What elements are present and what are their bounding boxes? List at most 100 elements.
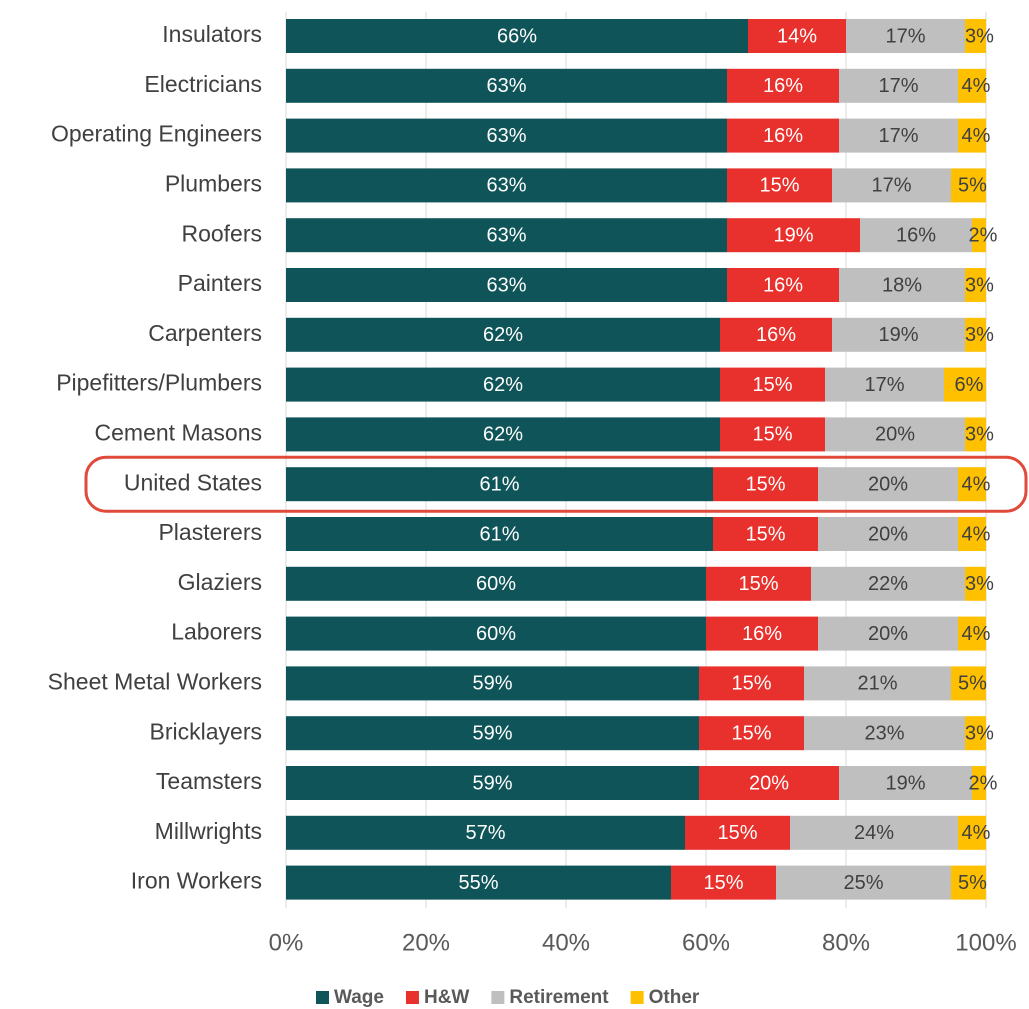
data-label: 61% — [479, 523, 519, 545]
data-label: 4% — [962, 623, 991, 645]
data-label: 63% — [486, 274, 526, 296]
bar-segment — [286, 467, 713, 502]
data-label: 18% — [882, 274, 922, 296]
data-label: 62% — [483, 424, 523, 446]
data-label: 3% — [965, 274, 994, 296]
data-label: 25% — [843, 872, 883, 894]
data-label: 5% — [958, 673, 987, 695]
data-label: 23% — [864, 722, 904, 744]
data-label: 15% — [738, 573, 778, 595]
bar-segment — [286, 616, 706, 651]
legend-label: Wage — [334, 987, 384, 1008]
bar-segment — [727, 68, 839, 103]
data-label: 17% — [885, 25, 925, 47]
data-label: 19% — [885, 772, 925, 794]
data-label: 20% — [868, 523, 908, 545]
bar-segment — [818, 616, 958, 651]
bar-segment — [860, 218, 972, 253]
bar-segment — [713, 467, 818, 502]
bar-segment — [972, 766, 986, 800]
data-label: 22% — [868, 573, 908, 595]
bar-segment — [965, 417, 986, 452]
bar-segment — [965, 716, 986, 751]
data-label: 15% — [703, 872, 743, 894]
bar-segment — [958, 68, 986, 103]
data-label: 57% — [465, 822, 505, 844]
bar-segment — [286, 716, 699, 751]
data-label: 17% — [878, 125, 918, 147]
bar-segment — [965, 566, 986, 601]
y-tick-label: Teamsters — [156, 768, 262, 794]
bar-segment — [958, 467, 986, 502]
bar-segment — [699, 666, 804, 701]
bar-segment — [825, 367, 944, 402]
legend-label: Retirement — [509, 987, 609, 1008]
data-label: 4% — [962, 75, 991, 97]
data-label: 16% — [742, 623, 782, 645]
x-tick-label: 80% — [822, 929, 870, 956]
bar-segment — [286, 766, 699, 800]
data-label: 5% — [958, 872, 987, 894]
data-label: 19% — [773, 224, 813, 246]
bar-segment — [699, 716, 804, 751]
bar-segment — [958, 815, 986, 850]
data-label: 20% — [875, 424, 915, 446]
bar-segment — [727, 168, 832, 203]
x-tick-label: 20% — [402, 929, 450, 956]
y-tick-label: Iron Workers — [131, 868, 262, 894]
bar-segment — [818, 517, 958, 551]
data-label: 15% — [745, 523, 785, 545]
y-tick-label: Insulators — [162, 21, 262, 47]
legend-swatch — [405, 991, 419, 1004]
y-tick-label: Glaziers — [178, 569, 262, 595]
legend-swatch — [630, 991, 644, 1004]
data-label: 2% — [969, 224, 998, 246]
bar-segment — [839, 766, 972, 800]
bar-segment — [286, 815, 685, 850]
bar-segment — [286, 417, 720, 452]
bar-segment — [811, 566, 965, 601]
data-label: 55% — [458, 872, 498, 894]
y-tick-label: Plumbers — [165, 170, 262, 196]
data-label: 15% — [745, 473, 785, 495]
bar-segment — [846, 19, 965, 53]
data-label: 16% — [763, 125, 803, 147]
bar-segment — [965, 317, 986, 352]
data-label: 24% — [854, 822, 894, 844]
bar-segment — [776, 865, 951, 900]
bar-segment — [958, 118, 986, 153]
bar-segment — [727, 218, 860, 253]
y-tick-label: United States — [124, 469, 262, 495]
bar-segment — [944, 367, 986, 402]
bar-segment — [286, 517, 713, 551]
data-label: 21% — [857, 673, 897, 695]
bar-segment — [839, 118, 958, 153]
bar-segment — [720, 367, 825, 402]
bar-segment — [965, 268, 986, 302]
bar-segment — [706, 566, 811, 601]
bar-segment — [699, 766, 839, 800]
data-label: 19% — [878, 324, 918, 346]
bar-segment — [286, 118, 727, 153]
highlight-outline — [84, 455, 1028, 513]
y-tick-label: Millwrights — [155, 818, 262, 844]
y-tick-label: Painters — [178, 270, 262, 296]
legend-swatch — [316, 991, 329, 1004]
data-label: 60% — [476, 573, 516, 595]
bar-segment — [286, 19, 748, 53]
data-label: 62% — [483, 324, 523, 346]
data-label: 16% — [756, 324, 796, 346]
data-label: 59% — [472, 722, 512, 744]
bar-segment — [727, 268, 839, 302]
data-label: 20% — [868, 623, 908, 645]
bar-segment — [958, 616, 986, 651]
legend-label: H&W — [424, 987, 469, 1008]
data-label: 60% — [476, 623, 516, 645]
bar-segment — [839, 68, 958, 103]
bar-segment — [727, 118, 839, 153]
data-label: 5% — [958, 175, 987, 197]
data-label: 63% — [486, 125, 526, 147]
bar-segment — [818, 467, 958, 502]
bar-segment — [286, 218, 727, 253]
